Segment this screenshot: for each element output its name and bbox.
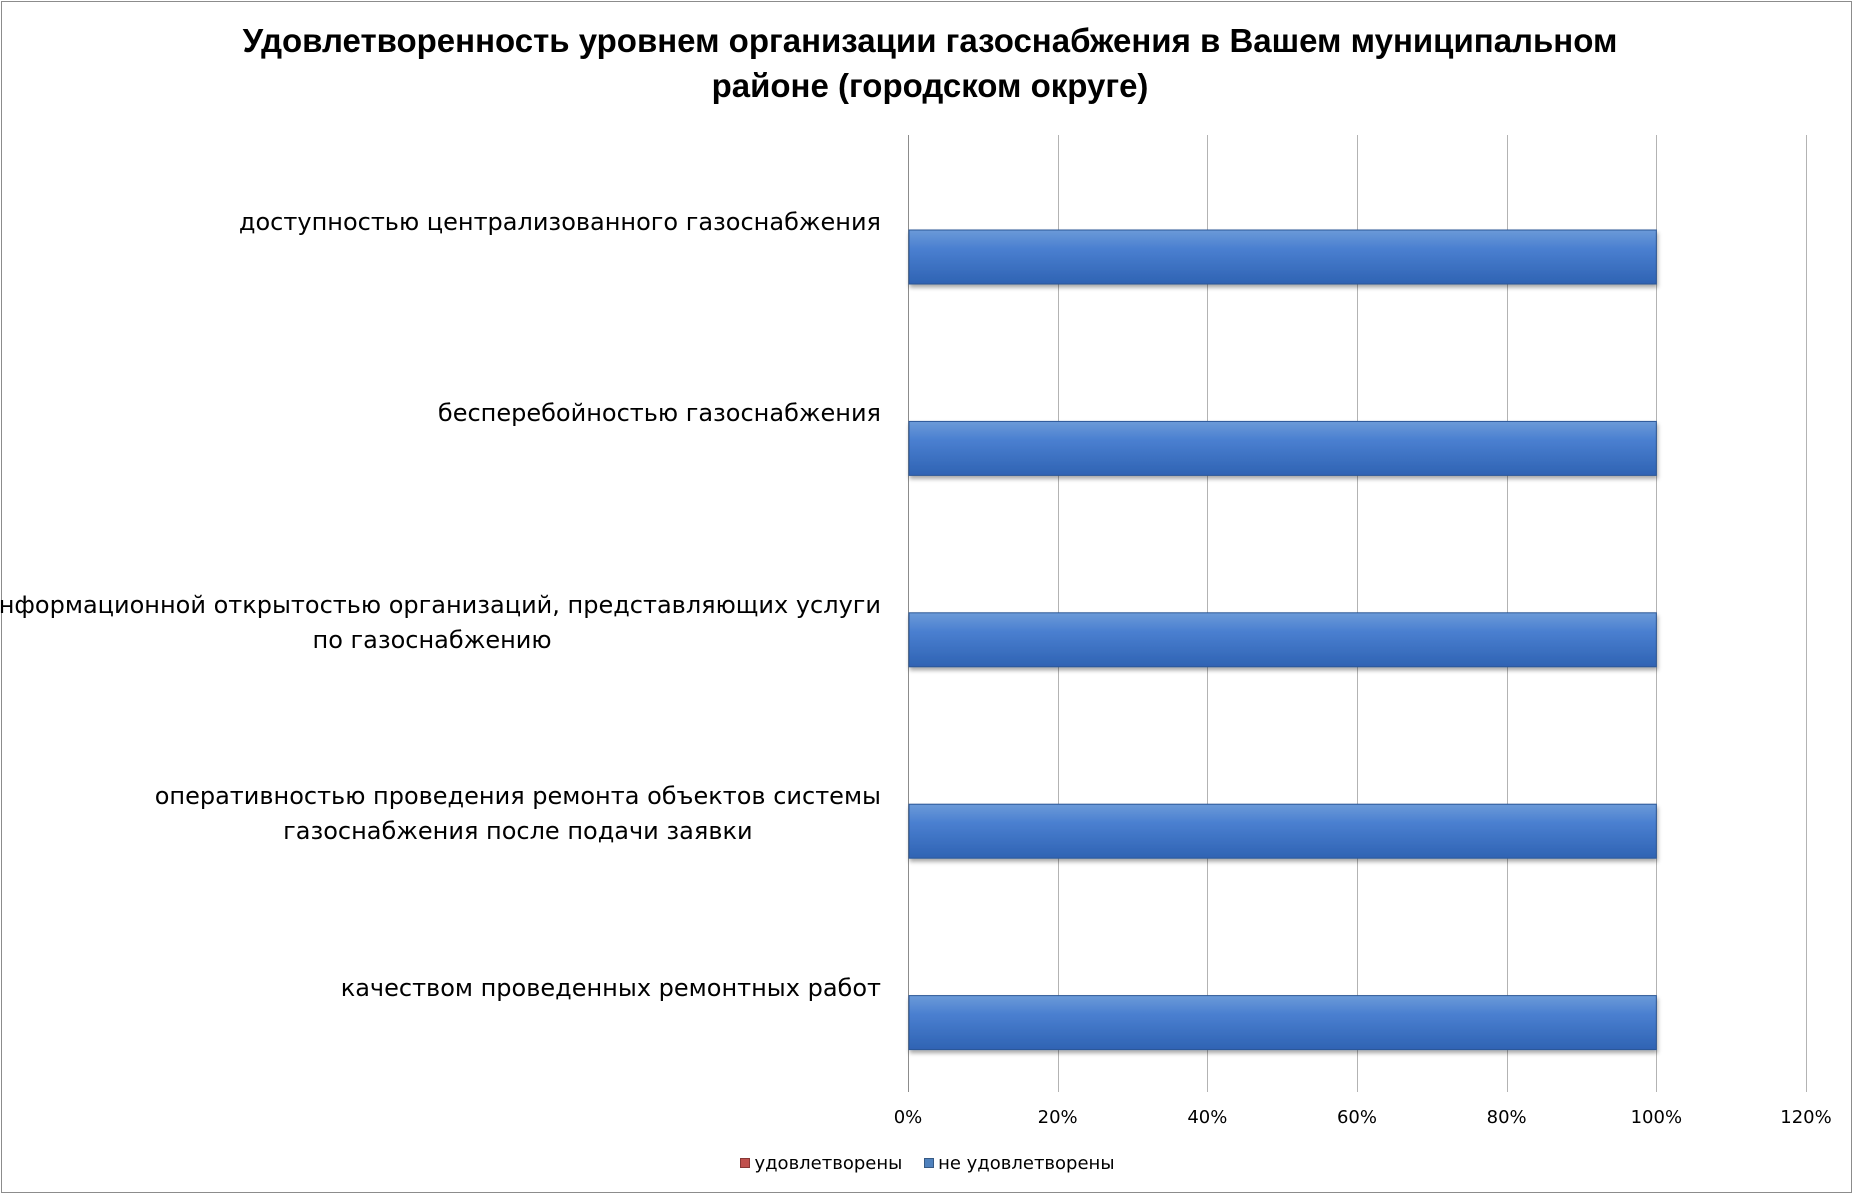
x-tick-label: 0% <box>893 1107 923 1128</box>
x-tick-label: 120% <box>1780 1107 1832 1128</box>
chart-title-line-1: Удовлетворенность уровнем организации га… <box>242 22 1618 59</box>
bar <box>908 612 1657 668</box>
x-tick-label: 80% <box>1486 1107 1527 1128</box>
category-label-line: оперативностью проведения ремонта объект… <box>154 782 881 811</box>
legend-item-not-satisfied: не удовлетворены <box>924 1152 1115 1174</box>
legend: удовлетворены не удовлетворены <box>0 1152 1855 1174</box>
category-label: оперативностью проведения ремонта объект… <box>155 779 881 849</box>
x-tick-label: 40% <box>1187 1107 1228 1128</box>
category-label: доступностью централизованного газоснабж… <box>239 205 881 240</box>
chart-title: Удовлетворенность уровнем организации га… <box>180 18 1680 108</box>
legend-item-satisfied: удовлетворены <box>740 1153 902 1174</box>
chart-title-line-2: районе (городском округе) <box>711 67 1149 104</box>
legend-label-not-satisfied: не удовлетворены <box>938 1152 1115 1174</box>
x-tick-label: 20% <box>1037 1107 1078 1128</box>
category-label-line: информационной открытостью организаций, … <box>0 590 881 619</box>
bars <box>908 229 1657 1051</box>
category-label-line: бесперебойностью газоснабжения <box>437 399 881 428</box>
bar <box>908 420 1657 476</box>
category-label-line: по газоснабжению <box>312 625 552 654</box>
bar <box>908 229 1657 285</box>
category-label: качеством проведенных ремонтных работ <box>341 971 881 1006</box>
legend-swatch-satisfied <box>740 1158 751 1168</box>
legend-swatch-not-satisfied <box>924 1158 935 1168</box>
category-label-line: газоснабжения после подачи заявки <box>283 817 753 846</box>
category-label: бесперебойностью газоснабжения <box>438 396 881 431</box>
x-tick-label: 100% <box>1630 1107 1683 1128</box>
x-tick-label: 60% <box>1336 1107 1377 1128</box>
legend-label-satisfied: удовлетворены <box>754 1152 903 1174</box>
category-label-line: качеством проведенных ремонтных работ <box>340 973 881 1002</box>
category-label: информационной открытостью организаций, … <box>0 588 881 658</box>
bar <box>908 995 1657 1051</box>
bar <box>908 803 1657 859</box>
category-label-line: доступностью централизованного газоснабж… <box>238 208 881 236</box>
